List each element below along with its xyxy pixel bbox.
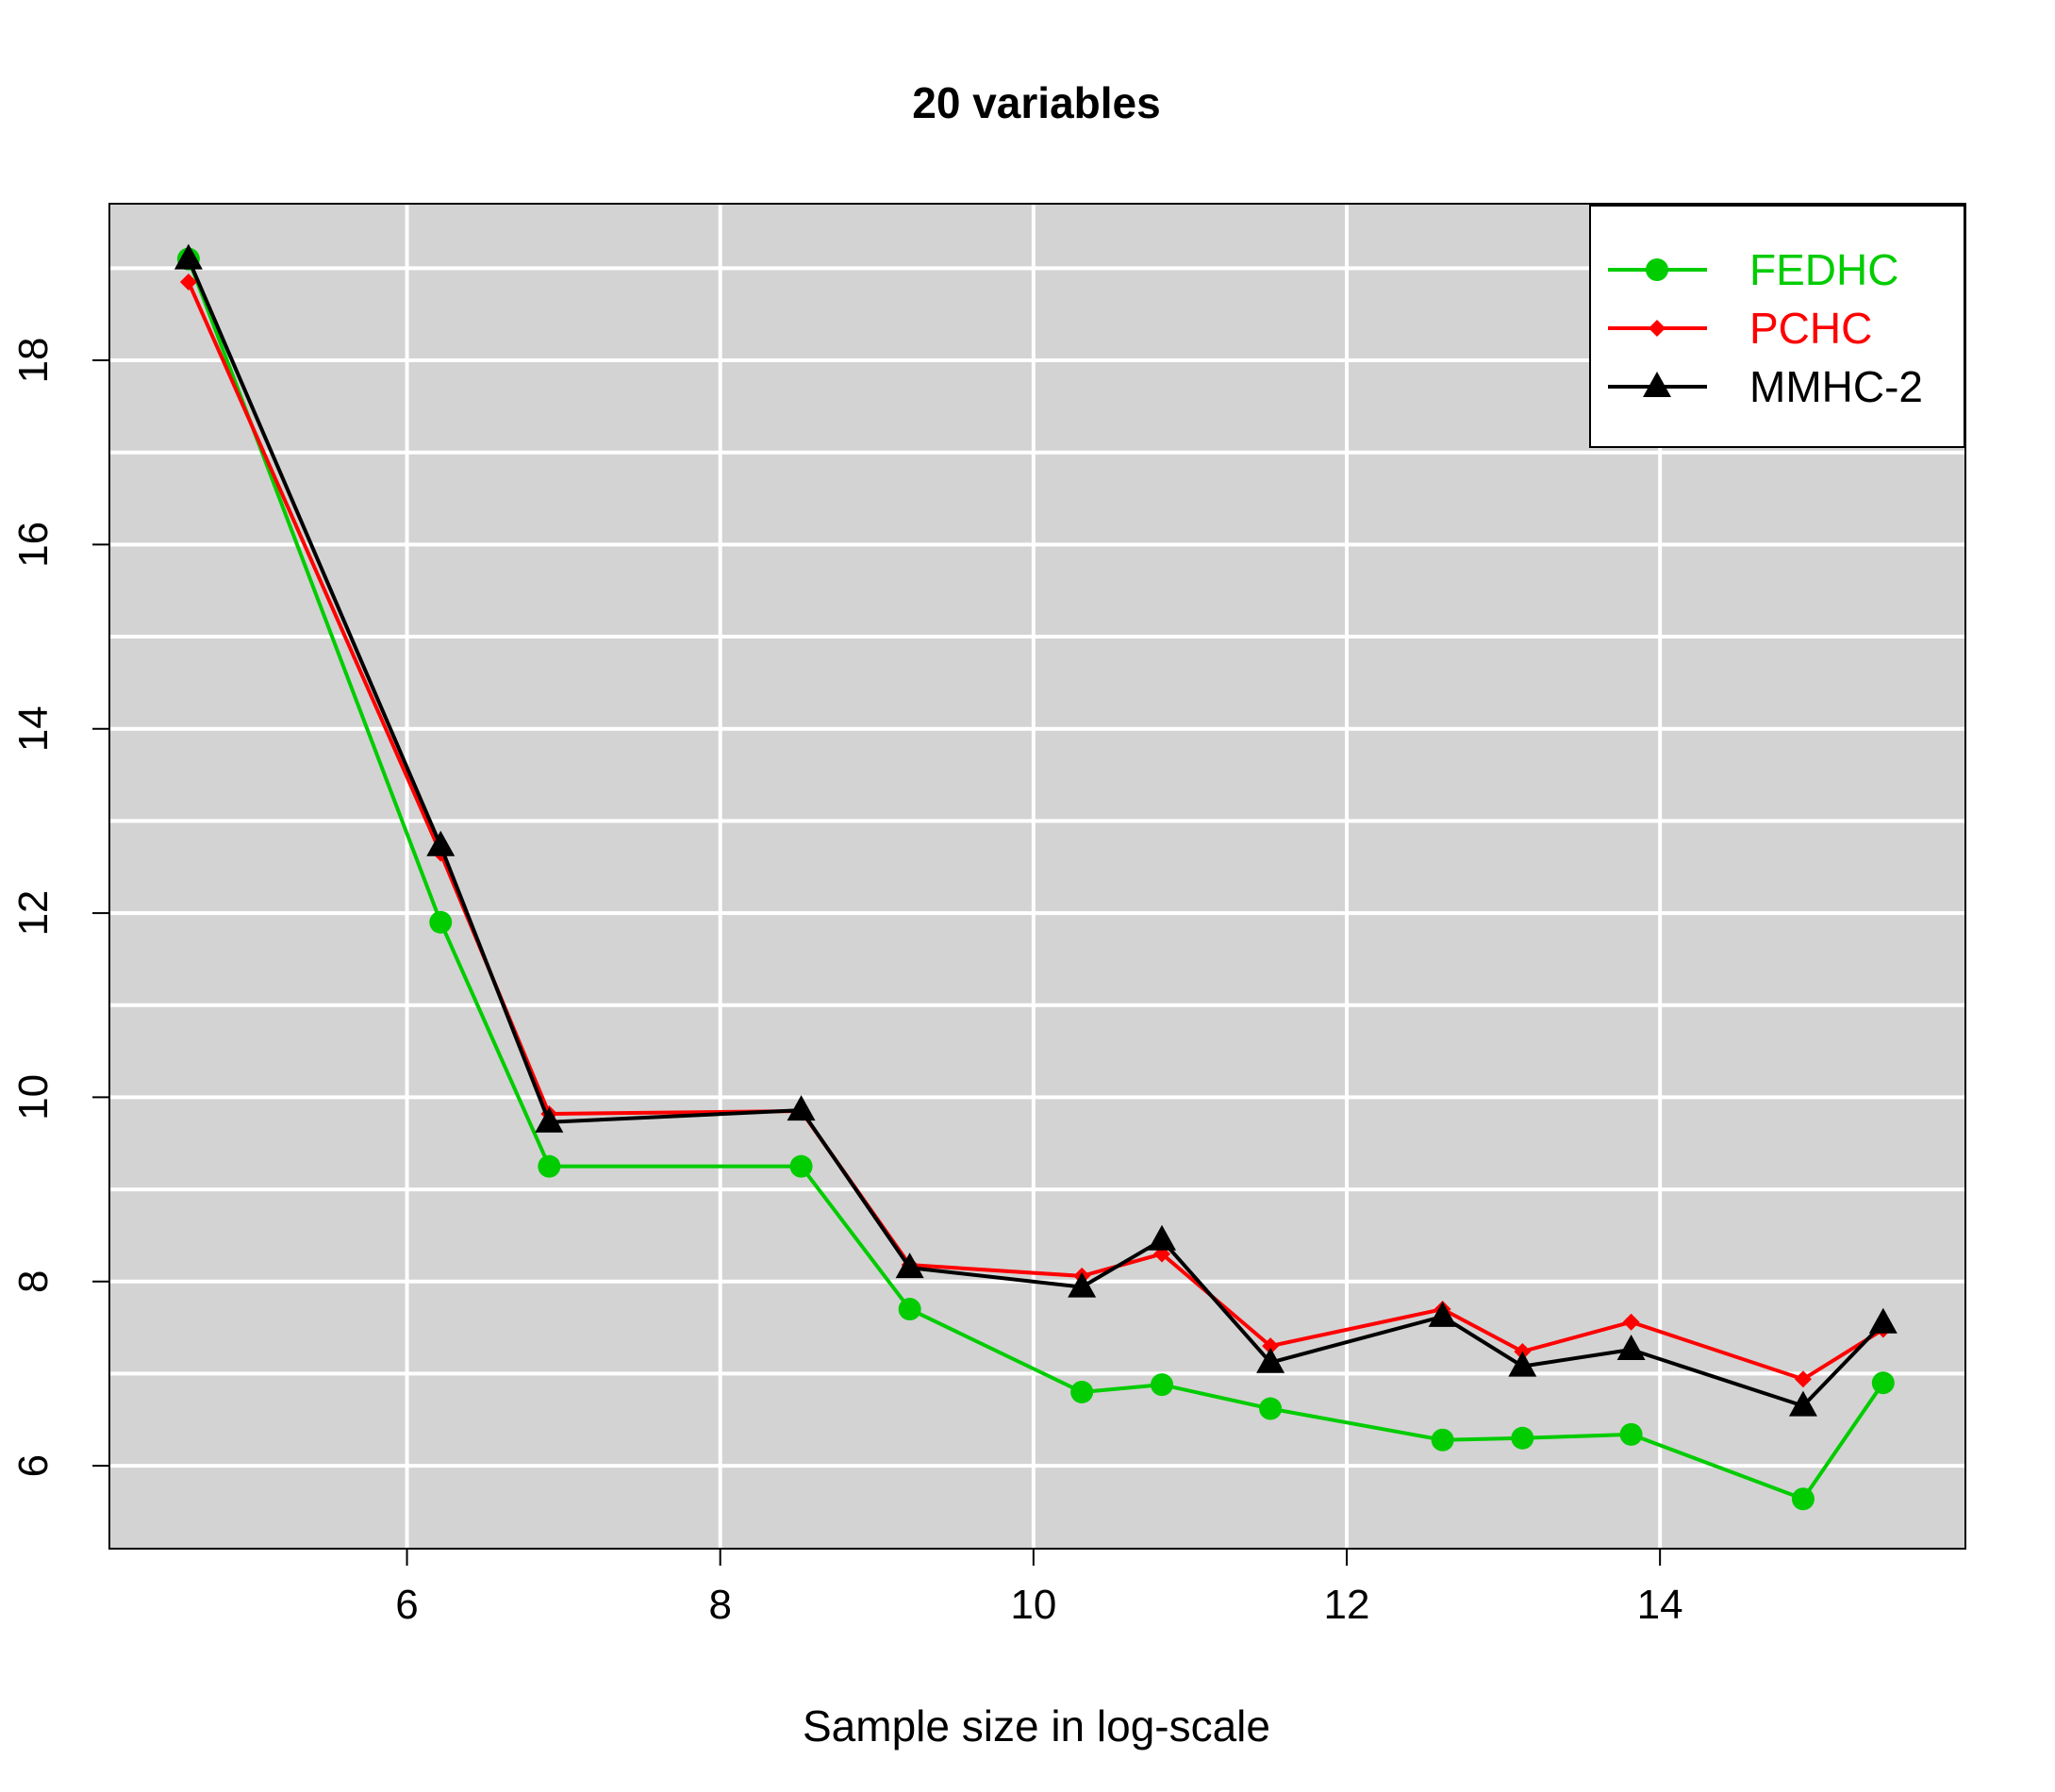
data-point-fedhc	[1431, 1428, 1454, 1452]
data-point-fedhc	[789, 1154, 813, 1178]
data-point-pchc	[179, 274, 197, 291]
data-point-fedhc	[1791, 1487, 1815, 1511]
data-point-fedhc	[898, 1298, 921, 1321]
y-tick-label: 8	[10, 1270, 57, 1293]
y-tick-label: 6	[10, 1454, 57, 1477]
data-point-fedhc	[1511, 1426, 1534, 1450]
series-layer	[174, 243, 1898, 1511]
plot-border	[108, 203, 1966, 1550]
data-point-pchc	[1262, 1337, 1280, 1355]
chart-title: 20 variables	[912, 78, 1160, 127]
data-point-pchc	[1794, 1370, 1812, 1388]
data-point-pchc	[1622, 1313, 1640, 1331]
data-point-mmhc-2	[426, 830, 456, 856]
y-tick-label: 18	[10, 338, 57, 384]
legend-label: FEDHC	[1749, 245, 1898, 294]
data-point-mmhc-2	[1788, 1390, 1817, 1417]
x-tick-label: 10	[1010, 1582, 1056, 1628]
legend-item-mmhc-2: MMHC-2	[1608, 362, 1923, 411]
y-axis: 6 8 10 12 14 16 18	[10, 338, 109, 1477]
y-tick-label: 16	[10, 522, 57, 568]
x-axis-title: Sample size in log-scale	[803, 1701, 1270, 1751]
legend-marker-fedhc	[1646, 258, 1668, 281]
legend-marker-mmhc-2	[1643, 372, 1671, 397]
data-point-mmhc-2	[1868, 1307, 1898, 1334]
x-tick-label: 14	[1637, 1582, 1683, 1628]
data-point-fedhc	[1151, 1373, 1174, 1397]
data-point-mmhc-2	[1148, 1224, 1177, 1251]
data-point-mmhc-2	[535, 1106, 564, 1133]
y-tick-label: 12	[10, 890, 57, 937]
legend-marker-pchc	[1649, 320, 1666, 337]
data-point-mmhc-2	[1508, 1351, 1537, 1377]
legend-label: PCHC	[1749, 304, 1872, 353]
x-axis: 6 8 10 12 14	[395, 1549, 1683, 1628]
data-point-mmhc-2	[1616, 1335, 1646, 1361]
data-point-mmhc-2	[1068, 1271, 1097, 1298]
y-tick-label: 14	[10, 705, 57, 752]
data-point-mmhc-2	[1428, 1301, 1457, 1327]
legend-item-pchc: PCHC	[1608, 304, 1872, 353]
data-point-fedhc	[429, 910, 453, 934]
data-point-mmhc-2	[174, 243, 203, 270]
legend-item-fedhc: FEDHC	[1608, 245, 1898, 294]
data-point-fedhc	[1259, 1397, 1283, 1420]
x-tick-label: 8	[708, 1582, 731, 1628]
x-tick-label: 6	[395, 1582, 418, 1628]
data-point-fedhc	[538, 1154, 561, 1178]
data-point-fedhc	[1871, 1371, 1895, 1395]
data-point-fedhc	[1619, 1422, 1643, 1446]
y-tick-label: 10	[10, 1074, 57, 1120]
legend-label: MMHC-2	[1749, 362, 1923, 411]
data-point-mmhc-2	[895, 1253, 924, 1279]
data-point-mmhc-2	[787, 1095, 816, 1121]
data-point-fedhc	[1070, 1380, 1094, 1403]
x-tick-label: 12	[1324, 1582, 1370, 1628]
series-mmhc-2	[174, 243, 1898, 1417]
legend: FEDHC PCHC MMHC-2	[1589, 205, 1965, 448]
data-point-mmhc-2	[1256, 1347, 1285, 1373]
